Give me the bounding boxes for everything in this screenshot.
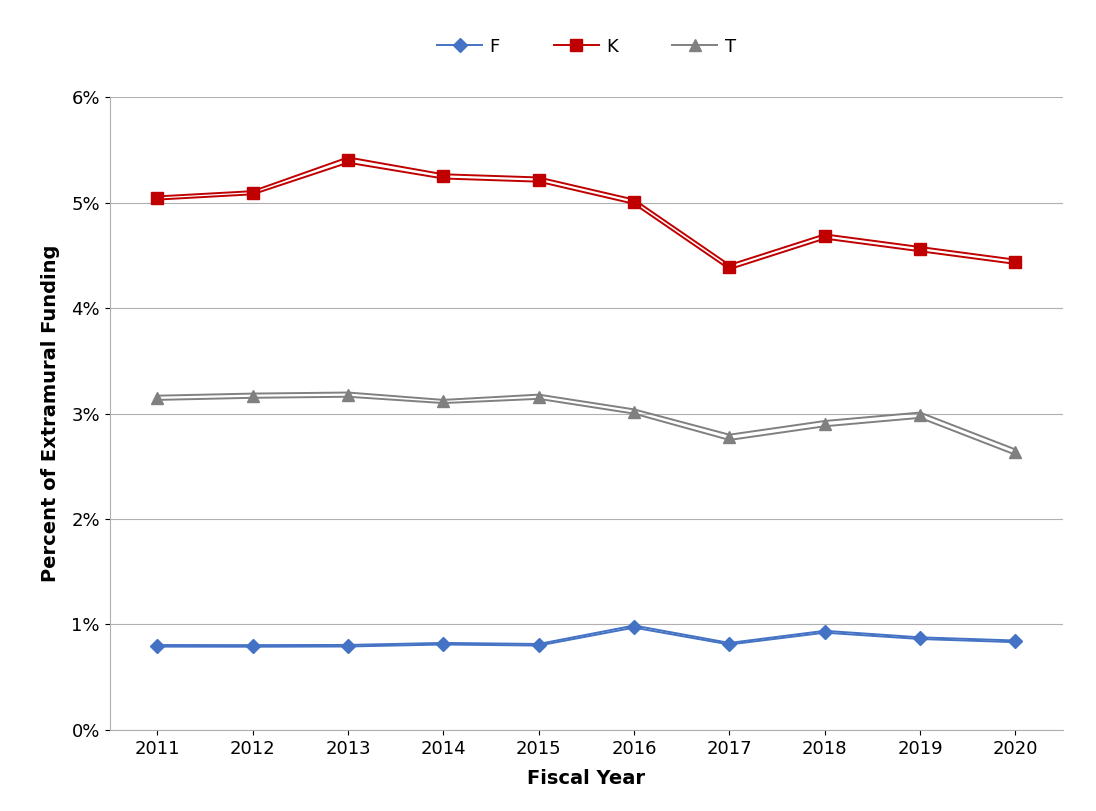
X-axis label: Fiscal Year: Fiscal Year [527,769,646,787]
Legend: F, K, T: F, K, T [430,31,743,63]
Y-axis label: Percent of Extramural Funding: Percent of Extramural Funding [42,245,60,582]
